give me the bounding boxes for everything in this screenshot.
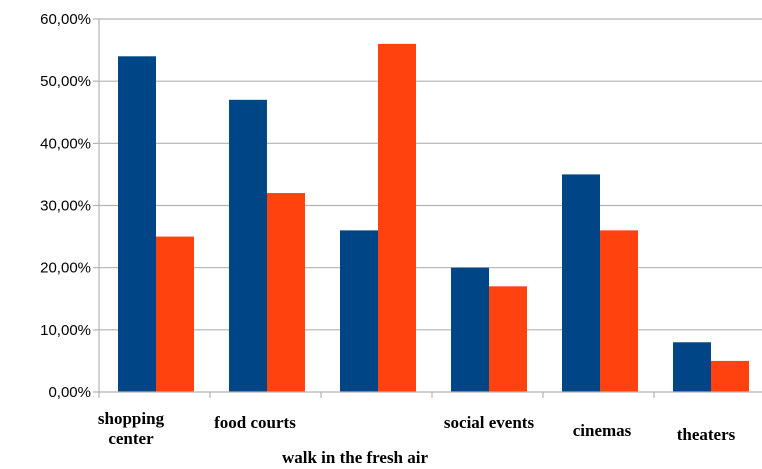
bar-series2-2 xyxy=(267,193,305,392)
y-tick-label: 20,00% xyxy=(40,260,91,277)
y-tick-label: 60,00% xyxy=(40,11,91,28)
x-category-label: theaters xyxy=(677,425,736,444)
x-category-label: shopping xyxy=(98,409,165,428)
bar-series1-4 xyxy=(451,267,489,392)
x-category-label: food courts xyxy=(214,413,296,432)
y-tick-label: 40,00% xyxy=(40,135,91,152)
y-tick-label: 30,00% xyxy=(40,198,91,215)
x-category-label: cinemas xyxy=(573,421,632,440)
bar-series1-2 xyxy=(229,99,267,393)
bar-series1-3 xyxy=(340,230,378,392)
y-tick-label: 10,00% xyxy=(40,322,91,339)
bar-series2-4 xyxy=(489,286,527,392)
bar-series1-6 xyxy=(673,342,711,392)
bar-series1-5 xyxy=(562,174,600,392)
y-tick-labels: 0,00% 10,00% 20,00% 30,00% 40,00% 50,00% 60,00… xyxy=(40,11,91,401)
y-tick-label: 50,00% xyxy=(40,73,91,90)
bar-series1-1 xyxy=(118,56,156,393)
bar-series2-3 xyxy=(378,43,416,392)
bars xyxy=(118,43,749,393)
y-tick-label: 0,00% xyxy=(48,384,91,401)
x-category-label: center xyxy=(108,429,154,448)
axes xyxy=(93,18,762,398)
x-category-label: walk in the fresh air xyxy=(282,448,429,467)
bar-series2-5 xyxy=(600,230,638,392)
bar-series2-1 xyxy=(156,236,194,392)
bar-series2-6 xyxy=(711,360,749,392)
x-category-label: social events xyxy=(444,413,535,432)
gridlines xyxy=(99,18,762,331)
